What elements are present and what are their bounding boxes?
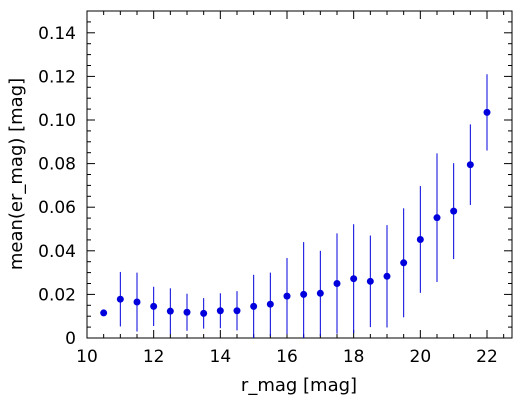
data-point — [433, 214, 441, 222]
data-point — [233, 307, 241, 315]
y-tick-label: 0 — [65, 329, 76, 349]
y-tick-label: 0.04 — [38, 242, 76, 262]
tick-labels: 10 12 14 16 18 20 22 0 0.02 0.04 0.06 0.08 0.10 0.12 0… — [38, 24, 498, 367]
data-point — [216, 307, 224, 315]
data-point — [483, 108, 491, 116]
data-point — [416, 235, 424, 243]
data-point — [283, 292, 291, 300]
data-point — [183, 308, 191, 316]
y-tick-label: 0.06 — [38, 198, 76, 218]
data-point — [133, 298, 141, 306]
y-axis-title: mean(er_mag) [mag] — [6, 78, 27, 270]
x-axis-title: r_mag [mag] — [241, 375, 357, 396]
data-point — [150, 302, 158, 310]
y-tick-label: 0.02 — [38, 285, 76, 305]
data-point — [400, 259, 408, 267]
y-tick-label: 0.08 — [38, 155, 76, 175]
x-tick-label: 22 — [476, 347, 498, 367]
data-point — [166, 307, 174, 315]
error-bars — [119, 74, 488, 338]
data-points — [100, 108, 491, 317]
data-point — [366, 277, 374, 285]
data-point — [350, 275, 358, 283]
y-tick-label: 0.14 — [38, 24, 76, 44]
data-point — [333, 280, 341, 287]
x-tick-label: 20 — [410, 347, 432, 367]
data-point — [383, 272, 391, 280]
data-point — [100, 309, 108, 317]
axis-ticks — [86, 10, 512, 339]
data-point — [316, 289, 324, 297]
x-tick-label: 12 — [143, 347, 165, 367]
data-point — [250, 302, 258, 310]
x-tick-label: 10 — [76, 347, 98, 367]
x-tick-label: 14 — [210, 347, 232, 367]
x-tick-label: 18 — [343, 347, 365, 367]
data-point — [116, 295, 124, 303]
y-tick-label: 0.12 — [38, 67, 76, 87]
data-point — [466, 161, 474, 169]
plot-frame — [86, 10, 513, 339]
data-point — [300, 290, 308, 298]
data-point — [450, 207, 458, 215]
data-point — [266, 300, 274, 308]
data-point — [200, 309, 208, 317]
y-tick-label: 0.10 — [38, 111, 76, 131]
x-tick-label: 16 — [276, 347, 298, 367]
